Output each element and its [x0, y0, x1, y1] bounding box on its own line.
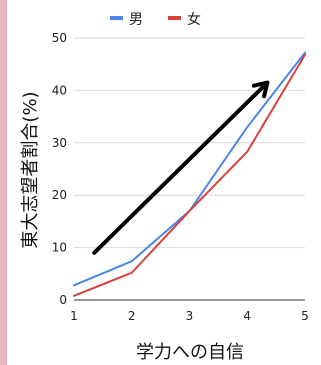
y-axis-tick-labels: 0 10 20 30 40 50	[52, 31, 67, 307]
x-tick-label: 3	[186, 309, 194, 323]
legend-label: 女	[187, 11, 201, 28]
x-tick-label: 4	[243, 309, 251, 323]
trend-arrow-shaft	[92, 83, 267, 255]
legend-swatch	[168, 16, 181, 20]
legend-swatch	[110, 16, 123, 20]
y-tick-label: 20	[52, 188, 67, 202]
trend-arrow-head	[251, 80, 270, 99]
trend-arrow	[92, 80, 270, 255]
gridlines	[74, 37, 305, 249]
y-tick-label: 0	[59, 293, 67, 307]
x-tick-label: 5	[301, 309, 309, 323]
series-lines	[73, 51, 306, 297]
y-tick-label: 10	[52, 241, 67, 255]
x-tick-label: 2	[128, 309, 136, 323]
y-tick-label: 50	[52, 31, 67, 45]
y-tick-label: 30	[52, 136, 67, 150]
legend-label: 男	[129, 12, 143, 28]
y-tick-label: 40	[52, 83, 67, 97]
left-accent-stripe	[0, 0, 7, 365]
y-axis-title: 東大志望者割合(%)	[20, 91, 41, 248]
x-axis-title: 学力への自信	[136, 342, 244, 363]
series-line-0	[73, 51, 306, 287]
x-axis-tick-labels: 1 2 3 4 5	[70, 309, 309, 323]
legend: 男女	[110, 11, 201, 28]
x-tick-label: 1	[70, 309, 78, 323]
series-line-1	[73, 53, 306, 297]
